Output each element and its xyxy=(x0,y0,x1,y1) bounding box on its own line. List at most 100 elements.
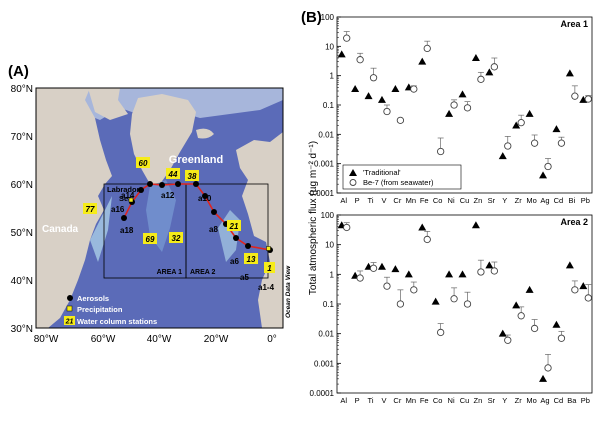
area-2-box xyxy=(185,183,269,279)
category-label-fe: Fe xyxy=(420,196,429,205)
panel-b-label: (B) xyxy=(301,9,322,26)
point-traditional-fe xyxy=(418,57,427,65)
category-label-sr: Sr xyxy=(488,396,496,405)
legend-precipitation: Precipitation xyxy=(77,305,123,314)
category-label-cd: Cd xyxy=(554,396,564,405)
category-label-cu: Cu xyxy=(460,196,470,205)
labrador-sea-label-1: Labrador xyxy=(107,185,140,194)
wc-label-13: 13 xyxy=(247,255,256,264)
y-tick-label: 0.001 xyxy=(314,359,335,368)
point-traditional-cr xyxy=(391,265,400,273)
point-be7-ba xyxy=(571,286,579,294)
chart-area-2: 0.0001 0.001 0.01 0.1 1 10 100 Area 2 Al P Ti V Cr Mn… xyxy=(310,211,593,405)
lat-tick-80: 80°N xyxy=(11,84,33,95)
point-traditional-cd xyxy=(552,320,561,328)
category-label-ti: Ti xyxy=(368,396,374,405)
label-a1-4: a1-4 xyxy=(258,283,275,292)
point-be7-pb xyxy=(584,294,592,302)
label-a6: a6 xyxy=(230,257,239,266)
point-traditional-mo xyxy=(525,285,534,293)
category-label-ni: Ni xyxy=(448,196,455,205)
wc-label-69: 69 xyxy=(146,235,155,244)
point-be7-y xyxy=(504,142,512,150)
point-traditional-ba xyxy=(565,261,574,269)
map-frame xyxy=(35,87,284,329)
wc-label-38: 38 xyxy=(188,172,197,181)
category-label-ni: Ni xyxy=(448,396,455,405)
point-traditional-zn xyxy=(471,54,480,62)
y-tick-label: 0.0001 xyxy=(310,389,335,398)
label-a14: a14 xyxy=(121,191,135,200)
point-be7-v xyxy=(383,282,391,290)
point-traditional-y xyxy=(498,152,507,160)
y-tick-label: 1 xyxy=(330,72,335,81)
y-tick-label: 0.0001 xyxy=(310,189,335,198)
category-label-al: Al xyxy=(340,196,347,205)
point-be7-ni xyxy=(450,101,458,109)
north-america-land xyxy=(36,88,112,328)
label-a18: a18 xyxy=(120,226,134,235)
point-be7-zr xyxy=(517,312,525,320)
point-traditional-v xyxy=(377,262,386,270)
point-traditional-ni xyxy=(445,109,454,117)
point-be7-ag xyxy=(544,364,552,372)
lon-tick-40w: 40°W xyxy=(147,334,172,345)
point-traditional-zr xyxy=(512,301,521,309)
station-a6 xyxy=(233,235,239,241)
category-label-mo: Mo xyxy=(526,196,536,205)
station-a18 xyxy=(121,215,127,221)
point-traditional-cr xyxy=(391,85,400,93)
category-label-bi: Bi xyxy=(569,196,576,205)
legend-be7-label: Be-7 (from seawater) xyxy=(363,178,434,187)
y-tick-label: 1 xyxy=(330,270,335,279)
point-be7-fe xyxy=(423,44,431,53)
category-label-y: Y xyxy=(502,196,507,205)
wc-box-1 xyxy=(264,262,275,273)
point-be7-p xyxy=(356,274,364,282)
point-traditional-cu xyxy=(458,90,467,98)
category-label-cr: Cr xyxy=(393,196,401,205)
wc-box-69 xyxy=(143,233,157,244)
point-be7-mn xyxy=(410,85,418,93)
station-a13 xyxy=(147,181,153,187)
wc-box-60 xyxy=(136,157,150,168)
station-a10 xyxy=(193,181,199,187)
y-tick-label: 0.001 xyxy=(314,160,335,169)
station-a8 xyxy=(211,209,217,215)
point-be7-zn xyxy=(477,268,485,276)
lat-tick-70: 70°N xyxy=(11,132,33,143)
point-traditional-cd xyxy=(552,125,561,133)
wc-label-32: 32 xyxy=(172,234,181,243)
canada-label: Canada xyxy=(42,224,79,235)
precipitation-markers xyxy=(128,197,271,251)
legend-water-prefix: 21 xyxy=(65,319,74,326)
legend-triangle-symbol xyxy=(349,169,357,176)
lon-tick-20w: 20°W xyxy=(204,334,229,345)
point-be7-cu xyxy=(463,300,472,308)
y-tick-label: 0.01 xyxy=(318,330,334,339)
point-traditional-pb xyxy=(579,282,588,290)
point-traditional-v xyxy=(377,95,386,103)
point-be7-mn xyxy=(410,286,418,294)
point-be7-co xyxy=(437,328,445,337)
category-label-v: V xyxy=(381,396,386,405)
category-label-ba: Ba xyxy=(567,396,577,405)
point-be7-zn xyxy=(477,75,485,83)
legend-aerosol-symbol xyxy=(67,295,73,301)
category-label-zn: Zn xyxy=(474,196,483,205)
point-be7-co xyxy=(437,147,445,156)
point-be7-ti xyxy=(369,264,378,272)
shelf-west xyxy=(90,196,112,262)
y-tick-label: 100 xyxy=(321,13,335,22)
category-label-mo: Mo xyxy=(526,396,536,405)
water-column-stations: 60 44 38 77 69 32 21 13 1 xyxy=(83,157,275,273)
wc-box-44 xyxy=(166,168,180,179)
wc-label-1: 1 xyxy=(267,264,272,273)
category-label-zr: Zr xyxy=(515,196,523,205)
lon-tick-0: 0° xyxy=(267,334,277,345)
legend-precip-symbol xyxy=(66,305,73,312)
europe-africa-land xyxy=(236,132,283,328)
chart-area-1: 0.0001 0.001 0.01 0.1 1 10 100 Area 1 Al P Ti V Cr Mn… xyxy=(310,13,593,205)
lat-tick-40: 40°N xyxy=(11,276,33,287)
label-a16: a16 xyxy=(111,205,125,214)
